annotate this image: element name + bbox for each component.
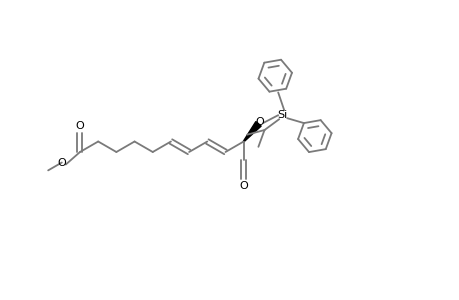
- Text: Si: Si: [276, 110, 287, 120]
- Text: O: O: [57, 158, 66, 167]
- Text: O: O: [255, 117, 263, 127]
- Polygon shape: [243, 122, 261, 142]
- Text: O: O: [75, 121, 84, 131]
- Text: O: O: [239, 181, 247, 191]
